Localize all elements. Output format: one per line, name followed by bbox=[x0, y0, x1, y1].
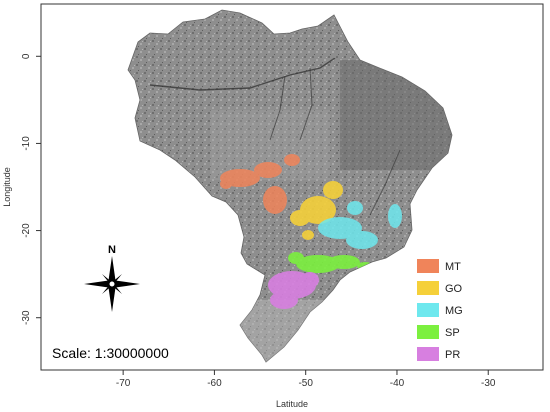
legend-swatch-pr bbox=[417, 347, 439, 361]
legend-swatch-go bbox=[417, 281, 439, 295]
x-axis-title: Latitude bbox=[276, 399, 308, 409]
y-tick-label: -30 bbox=[21, 310, 32, 325]
region-go bbox=[290, 181, 343, 240]
region-mt bbox=[220, 154, 300, 214]
river-amazon bbox=[149, 57, 336, 91]
legend-swatch-sp bbox=[417, 325, 439, 339]
region-pr bbox=[268, 271, 319, 309]
legend-swatch-mt bbox=[417, 259, 439, 273]
region-mg bbox=[318, 201, 402, 249]
legend-label-mt: MT bbox=[445, 261, 461, 273]
y-tick-label: 0 bbox=[21, 53, 32, 59]
legend-swatch-mg bbox=[417, 303, 439, 317]
legend-label-pr: PR bbox=[445, 349, 460, 361]
y-tick-label: -10 bbox=[21, 136, 32, 151]
legend-label-sp: SP bbox=[445, 327, 460, 339]
scale-text: Scale: 1:30000000 bbox=[52, 345, 169, 361]
y-tick-label: -20 bbox=[21, 223, 32, 238]
y-axis-title: Longitude bbox=[2, 167, 12, 207]
legend-label-mg: MG bbox=[445, 305, 463, 317]
river-xingu bbox=[299, 67, 313, 141]
compass-star-icon bbox=[84, 256, 140, 312]
y-axis: 0 -10 -20 -30 bbox=[21, 53, 41, 325]
north-label: N bbox=[108, 244, 116, 256]
x-tick-label: -50 bbox=[298, 378, 313, 389]
river-tapajos bbox=[269, 75, 286, 141]
state-regions bbox=[220, 154, 402, 309]
x-tick-label: -70 bbox=[116, 378, 131, 389]
river-sao-francisco bbox=[369, 149, 401, 216]
x-tick-label: -40 bbox=[390, 378, 405, 389]
x-tick-label: -60 bbox=[207, 378, 222, 389]
legend: MT GO MG SP PR bbox=[417, 259, 463, 361]
x-axis: -70 -60 -50 -40 -30 bbox=[116, 370, 496, 389]
legend-label-go: GO bbox=[445, 283, 463, 295]
x-tick-label: -30 bbox=[481, 378, 496, 389]
north-arrow: N bbox=[84, 244, 140, 312]
